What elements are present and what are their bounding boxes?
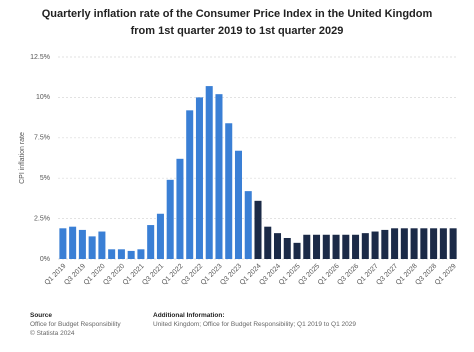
bar: [215, 94, 223, 259]
y-tick-label: 0%: [40, 256, 50, 263]
bar: [313, 234, 321, 259]
bar: [361, 233, 369, 259]
y-tick-label: 12.5%: [30, 54, 50, 61]
bar: [342, 234, 350, 259]
bar: [371, 231, 379, 259]
bar: [352, 234, 360, 259]
info: Additional Information: United Kingdom; …: [153, 311, 356, 329]
bar: [108, 249, 116, 259]
bar: [449, 228, 457, 259]
bar: [234, 150, 242, 259]
bar: [195, 97, 203, 260]
y-tick-label: 5%: [40, 175, 50, 182]
bar: [205, 86, 213, 259]
chart-title: Quarterly inflation rate of the Consumer…: [41, 8, 433, 37]
bar: [283, 237, 291, 259]
bar: [322, 234, 330, 259]
bar: [244, 191, 252, 259]
bar: [303, 234, 311, 259]
bar: [176, 158, 184, 259]
bar: [117, 249, 125, 259]
bar: [264, 226, 272, 259]
source-heading: Source: [30, 312, 53, 319]
y-tick-label: 7.5%: [34, 135, 50, 142]
bar: [166, 179, 174, 259]
bar: [381, 229, 389, 259]
y-axis-label: CPI inflation rate: [19, 132, 26, 184]
x-tick-label: Q1 2029: [434, 263, 458, 287]
bar: [391, 228, 399, 259]
bar: [439, 228, 447, 259]
bar: [293, 242, 301, 259]
bar: [78, 229, 86, 259]
bar: [410, 228, 418, 259]
bar: [88, 236, 96, 259]
source-line: Office for Budget Responsibility: [30, 321, 121, 328]
bar: [147, 225, 155, 259]
y-tick-label: 10%: [36, 94, 50, 101]
bar: [430, 228, 438, 259]
bar: [98, 231, 106, 259]
bar: [69, 226, 77, 259]
bar: [254, 200, 262, 259]
y-tick-label: 2.5%: [34, 215, 50, 222]
info-text: United Kingdom; Office for Budget Respon…: [153, 321, 356, 328]
bar: [59, 228, 67, 259]
bar: [186, 110, 194, 259]
bar: [127, 250, 135, 259]
bar: [137, 249, 145, 259]
bar: [400, 228, 408, 259]
source: Source Office for Budget Responsibility …: [30, 311, 121, 338]
source-line: © Statista 2024: [30, 330, 75, 337]
bar: [225, 123, 233, 259]
info-heading: Additional Information:: [153, 312, 225, 319]
bar: [420, 228, 428, 259]
bar: [156, 213, 164, 259]
bar: [274, 233, 282, 259]
bar: [332, 234, 340, 259]
